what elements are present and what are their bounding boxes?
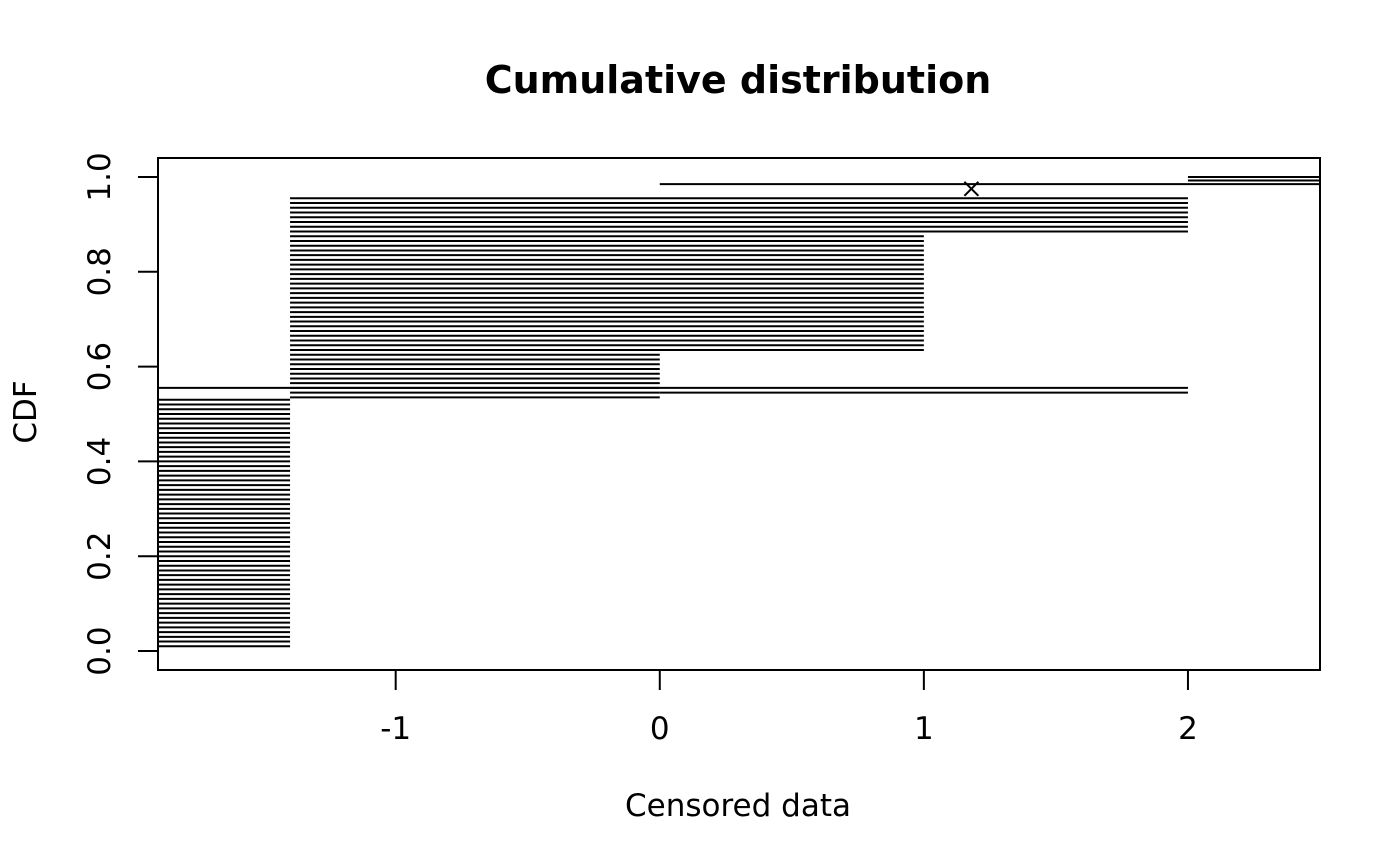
x-axis: -1 0 1 2 <box>380 669 1198 747</box>
y-tick-label: 1.0 <box>82 152 118 201</box>
y-axis: 0.0 0.2 0.4 0.6 0.8 1.0 <box>82 152 159 676</box>
y-tick-label: 0.2 <box>82 532 118 581</box>
y-tick-label: 0.8 <box>82 247 118 296</box>
y-tick-label: 0.6 <box>82 342 118 391</box>
y-tick-label: 0.4 <box>82 437 118 486</box>
y-tick-label: 0.0 <box>82 626 118 675</box>
x-tick-label: 1 <box>914 711 934 747</box>
y-axis-label: CDF <box>8 380 44 443</box>
segments-layer <box>158 175 1320 648</box>
x-tick-label: 2 <box>1178 711 1198 747</box>
plot-area-border <box>157 157 1321 671</box>
cross-point-marker <box>963 181 980 197</box>
chart-title: Cumulative distribution <box>485 58 992 102</box>
x-tick-label: 0 <box>650 711 670 747</box>
points-layer <box>963 181 980 197</box>
x-axis-label: Censored data <box>625 788 851 824</box>
x-tick-label: -1 <box>380 711 411 747</box>
